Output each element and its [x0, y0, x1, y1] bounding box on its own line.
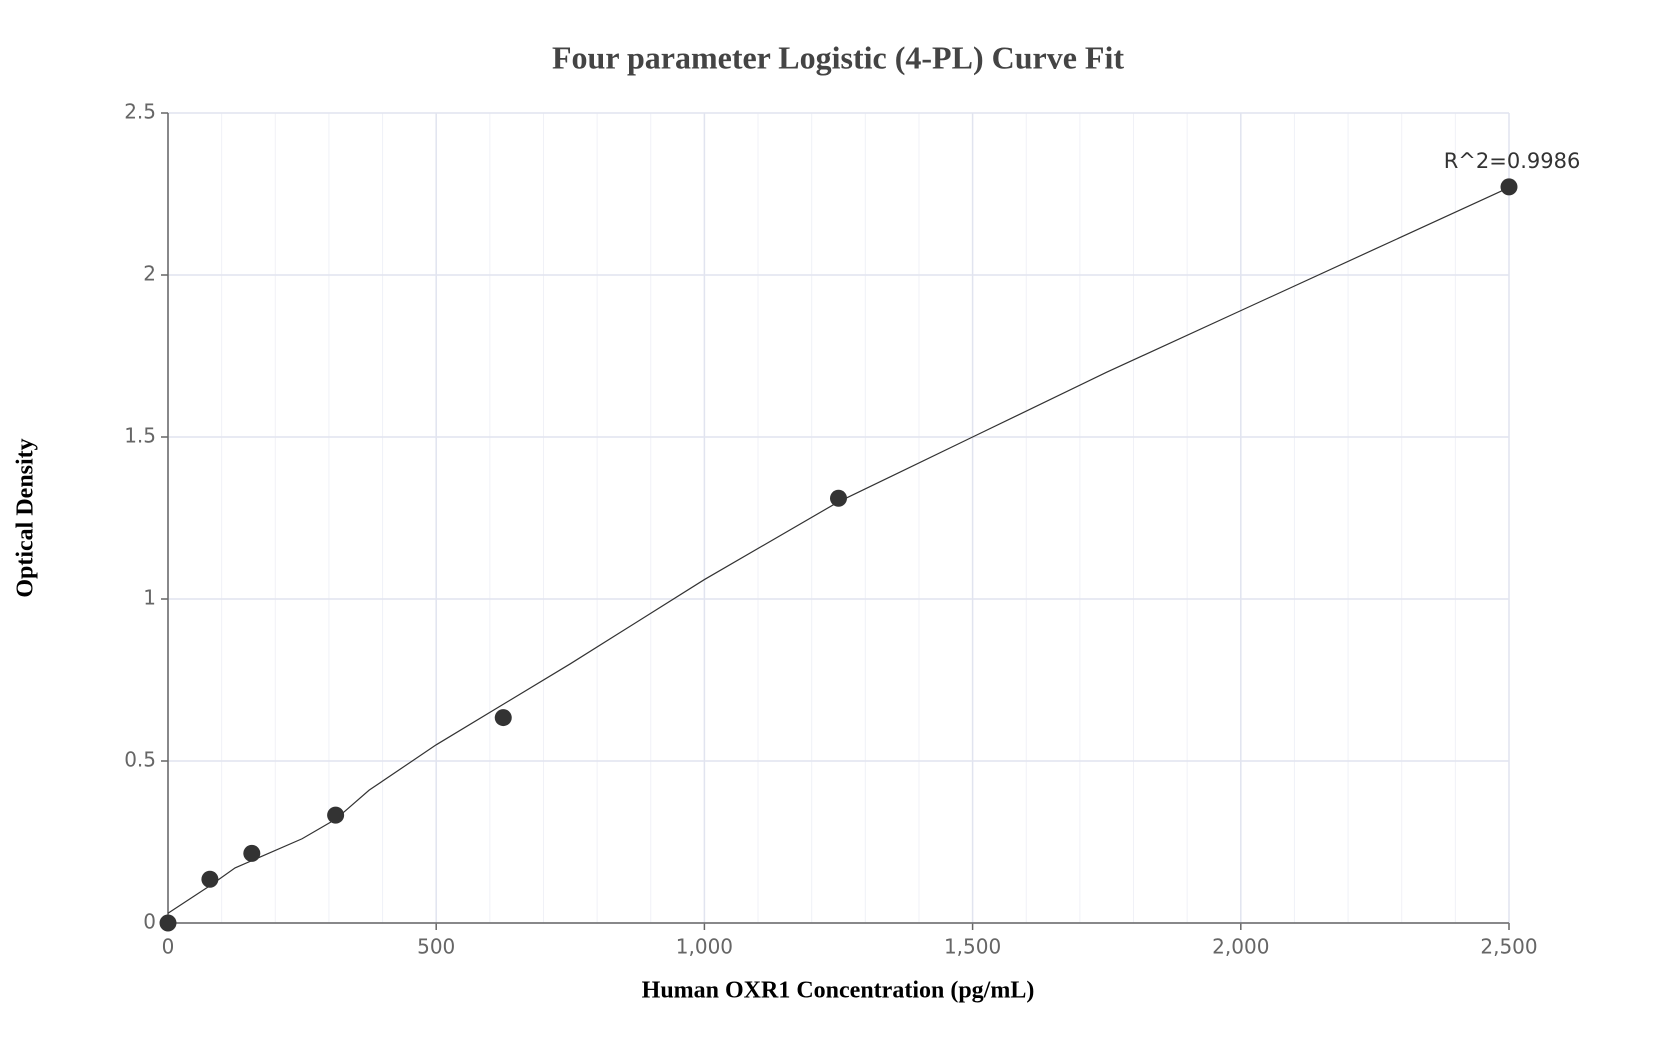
y-tick-label: 2.5	[124, 100, 156, 124]
x-tick-label: 0	[162, 935, 175, 959]
data-point	[327, 806, 345, 824]
data-point	[830, 489, 847, 507]
y-tick-label: 1	[143, 586, 156, 610]
data-point	[494, 709, 512, 727]
y-tick-label: 1.5	[124, 424, 156, 448]
data-point	[243, 844, 261, 862]
data-point	[201, 870, 219, 888]
x-tick-label: 1,000	[676, 935, 733, 959]
y-tick-label: 2	[143, 262, 156, 286]
fit-curve	[167, 186, 1510, 914]
x-tick-label: 2,500	[1480, 935, 1537, 959]
data-point	[1500, 178, 1518, 196]
x-tick-label: 500	[417, 935, 455, 959]
x-tick-label: 2,000	[1212, 935, 1269, 959]
chart-title: Four parameter Logistic (4-PL) Curve Fit	[552, 39, 1124, 75]
y-tick-label: 0.5	[124, 748, 156, 772]
data-point	[159, 914, 177, 932]
annotation: R^2=0.9986	[1444, 149, 1581, 173]
y-tick-label: 0	[143, 910, 156, 934]
x-tick-label: 1,500	[944, 935, 1001, 959]
y-axis-title: Optical Density	[13, 438, 39, 597]
x-axis-title: Human OXR1 Concentration (pg/mL)	[642, 978, 1035, 1004]
